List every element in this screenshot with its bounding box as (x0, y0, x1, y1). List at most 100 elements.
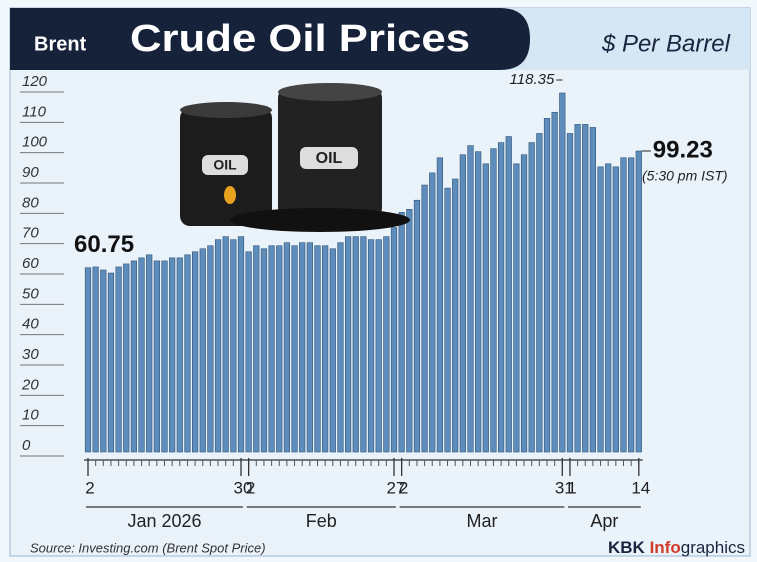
y-tick-label: 10 (22, 407, 39, 424)
bar (199, 248, 206, 453)
subtitle: $ Per Barrel (601, 30, 731, 57)
bar (299, 242, 306, 453)
bar (360, 236, 367, 453)
bar (490, 148, 497, 453)
y-tick-label: 90 (22, 164, 39, 181)
bar (237, 236, 245, 453)
bar (383, 236, 390, 453)
bar (245, 251, 252, 453)
bar (337, 242, 344, 453)
bar (314, 245, 321, 453)
bar (222, 236, 229, 453)
bar (436, 157, 444, 453)
bar (367, 239, 375, 453)
month-label: Jan 2026 (127, 511, 201, 531)
bar (582, 124, 589, 453)
bar (169, 257, 176, 453)
bar (115, 266, 122, 453)
bar (406, 209, 413, 453)
bar (536, 133, 543, 453)
title-prefix: Brent (34, 33, 87, 55)
bar (597, 166, 604, 453)
bar (497, 142, 505, 453)
bar (513, 163, 520, 453)
y-tick-label: 40 (22, 316, 39, 333)
y-tick-label: 50 (22, 285, 39, 302)
y-tick-label: 30 (22, 346, 39, 363)
y-tick-label: 60 (22, 255, 39, 272)
x-tick-label: 2 (85, 478, 94, 497)
bar (207, 245, 214, 453)
y-tick-label: 110 (22, 103, 47, 120)
bar (543, 118, 551, 453)
y-tick-label: 20 (21, 376, 39, 393)
bar (413, 199, 421, 453)
x-tick-label: 31 (555, 478, 574, 497)
bar (559, 92, 566, 453)
x-tick-label: 1 (567, 478, 576, 497)
month-label: Feb (306, 511, 337, 531)
y-tick-label: 0 (22, 437, 31, 454)
bar (467, 145, 474, 453)
bar (444, 187, 451, 453)
bar (230, 239, 237, 453)
x-tick-label: 30 (234, 478, 253, 497)
brand-highlight: Info (650, 538, 681, 557)
barrels: OIL OIL (180, 83, 410, 232)
value-label: 118.35 (510, 71, 555, 88)
bar (161, 260, 168, 453)
bar (329, 248, 336, 453)
bar (551, 111, 558, 453)
bar (612, 166, 619, 453)
brand-left: KBK (608, 538, 646, 557)
bar (589, 127, 596, 453)
bar (130, 260, 138, 453)
barrel-plate (202, 155, 248, 175)
bar (138, 257, 145, 453)
title-pill (10, 8, 530, 70)
brand-right: graphics (681, 538, 745, 557)
barrel-top (180, 102, 272, 118)
bar (421, 184, 428, 453)
bar (276, 245, 283, 453)
bar (352, 236, 359, 453)
source: Source: Investing.com (Brent Spot Price) (30, 540, 266, 555)
bar (452, 178, 459, 453)
y-tick-label: 120 (22, 73, 48, 90)
bar (92, 266, 99, 453)
bar (605, 163, 612, 453)
oil-spill (230, 208, 410, 232)
bar (146, 254, 153, 453)
barrel-plate (300, 147, 358, 169)
bar (390, 227, 398, 453)
bar (123, 263, 130, 453)
bar (192, 251, 199, 453)
month-label: Mar (466, 511, 497, 531)
bar (283, 242, 291, 453)
bars (84, 92, 642, 453)
bar (344, 236, 352, 453)
bar (322, 245, 329, 453)
bar (84, 267, 92, 453)
bar (153, 260, 160, 453)
y-tick-label: 80 (22, 194, 39, 211)
barrel-label: OIL (316, 150, 343, 167)
note: (5:30 pm IST) (642, 168, 728, 184)
y-tick-label: 70 (22, 225, 39, 242)
bar (520, 154, 528, 453)
bar (253, 245, 260, 453)
bar (459, 154, 466, 453)
bar (176, 257, 183, 453)
chart-title: Crude Oil Prices (130, 18, 470, 60)
bar (566, 133, 574, 453)
bar (628, 157, 635, 453)
barrel-top (278, 83, 382, 101)
value-label: 99.23 (653, 136, 713, 163)
x-tick-label: 2 (399, 478, 408, 497)
y-tick-label: 100 (22, 134, 48, 151)
x-tick-label: 27 (387, 478, 406, 497)
bar (505, 136, 512, 453)
oil-drop (224, 186, 236, 204)
bar (260, 248, 268, 453)
